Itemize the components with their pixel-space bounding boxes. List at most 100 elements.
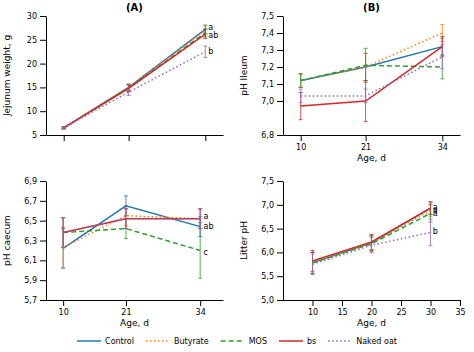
legend-swatch <box>146 340 170 342</box>
error-bar <box>203 46 207 57</box>
error-bars <box>299 25 445 88</box>
plot-area <box>62 25 208 129</box>
x-tick <box>205 135 206 141</box>
x-tick: 35 <box>455 300 465 317</box>
tick-label: 5,0 <box>261 296 274 305</box>
y-axis-label: Litter pH <box>239 221 249 260</box>
tick-mark <box>366 135 367 141</box>
error-bars <box>311 204 433 273</box>
panel-title: (B) <box>363 2 380 13</box>
tick-mark <box>40 16 46 17</box>
tick-label: 25 <box>396 308 406 317</box>
plot-area <box>311 202 433 275</box>
y-tick: 5,0 <box>261 296 283 305</box>
x-tick <box>64 135 65 141</box>
x-tick <box>129 135 130 141</box>
axis-line <box>284 135 461 136</box>
tick-mark <box>442 135 443 141</box>
series-line <box>313 232 431 264</box>
tick-label: 6,7 <box>24 197 37 206</box>
y-tick: 30 <box>27 12 46 21</box>
series-line <box>63 219 200 233</box>
legend-label: Control <box>105 337 134 346</box>
tick-label: 21 <box>361 143 371 152</box>
legend-label: Butyrate <box>174 337 209 346</box>
tick-mark <box>126 300 127 306</box>
tick-mark <box>129 135 130 141</box>
series-line <box>64 29 206 128</box>
y-tick: 6,1 <box>24 256 46 265</box>
tick-mark <box>40 111 46 112</box>
series-line <box>64 34 206 128</box>
tick-mark <box>40 181 46 182</box>
tick-mark <box>277 276 283 277</box>
figure: 51015202530(A)Jejunum weight, gaabb10213… <box>0 0 474 352</box>
error-bars <box>62 28 208 128</box>
series-line <box>301 33 443 81</box>
tick-mark <box>277 84 283 85</box>
x-tick: 34 <box>438 135 448 152</box>
error-bars <box>61 209 202 248</box>
axis-line <box>46 182 47 301</box>
tick-label: 10 <box>308 308 318 317</box>
legend-label: bs <box>307 337 316 346</box>
tick-label: 6,9 <box>24 177 37 186</box>
error-bars <box>311 202 433 271</box>
y-tick: 6,0 <box>261 248 283 257</box>
tick-label: 30 <box>426 308 436 317</box>
tick-mark <box>277 67 283 68</box>
x-tick: 34 <box>196 300 206 317</box>
annotation: c <box>204 248 208 257</box>
tick-label: 35 <box>455 308 465 317</box>
tick-mark <box>64 135 65 141</box>
tick-label: 25 <box>27 36 37 45</box>
tick-label: 5 <box>32 131 37 140</box>
tick-mark <box>301 135 302 141</box>
tick-label: 6,3 <box>24 237 37 246</box>
annotation: a <box>433 209 438 218</box>
series-line <box>63 219 200 233</box>
y-tick: 7,5 <box>261 12 283 21</box>
legend-swatch <box>328 340 352 342</box>
y-tick: 7,2 <box>261 63 283 72</box>
y-axis-label: Jejunum weight, g <box>2 35 12 117</box>
error-bars <box>311 219 433 275</box>
y-axis: 51015202530 <box>27 12 47 140</box>
y-axis-label: pH caecum <box>2 215 12 266</box>
tick-mark <box>40 260 46 261</box>
x-axis: 101520253035 <box>284 300 466 317</box>
tick-mark <box>277 181 283 182</box>
tick-label: 7,5 <box>261 12 274 21</box>
tick-mark <box>277 50 283 51</box>
x-axis <box>47 135 224 141</box>
series-line <box>313 208 431 261</box>
tick-mark <box>63 300 64 306</box>
tick-mark <box>40 64 46 65</box>
x-tick: 30 <box>426 300 436 317</box>
tick-label: 10 <box>27 107 37 116</box>
y-tick: 6,5 <box>24 217 46 226</box>
x-axis-label: Age, d <box>357 318 386 328</box>
y-tick: 6,7 <box>24 197 46 206</box>
y-tick: 5 <box>32 131 46 140</box>
x-axis: 102134 <box>284 135 461 152</box>
x-tick: 10 <box>308 300 318 317</box>
plot-area <box>61 196 202 278</box>
axis-line <box>47 300 224 301</box>
tick-label: 20 <box>367 308 377 317</box>
x-tick: 20 <box>367 300 377 317</box>
tick-label: 7,5 <box>261 177 274 186</box>
legend-swatch <box>221 340 245 342</box>
tick-mark <box>460 300 461 306</box>
tick-label: 7,1 <box>261 80 274 89</box>
y-tick: 7,4 <box>261 29 283 38</box>
tick-label: 5,7 <box>24 296 37 305</box>
tick-mark <box>40 87 46 88</box>
tick-mark <box>277 101 283 102</box>
x-tick: 21 <box>121 300 131 317</box>
y-tick: 6,8 <box>261 131 283 140</box>
tick-mark <box>431 300 432 306</box>
series-line <box>301 57 443 96</box>
tick-label: 34 <box>438 143 448 152</box>
y-tick: 7,5 <box>261 177 283 186</box>
